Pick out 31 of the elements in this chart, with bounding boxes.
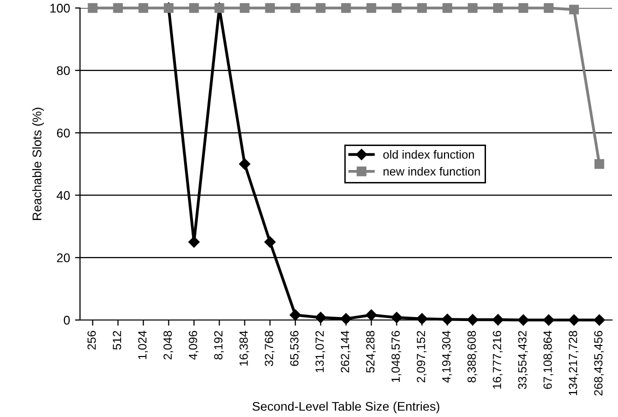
legend-label: new index function bbox=[384, 166, 480, 176]
x-tick-label: 8,192 bbox=[214, 331, 224, 360]
x-tick-label: 4,096 bbox=[188, 330, 199, 360]
y-tick-label: 80 bbox=[56, 66, 70, 76]
x-tick-label: 1,048,576 bbox=[391, 330, 402, 382]
x-tick-label: 131,072 bbox=[315, 331, 326, 372]
x-tick-label: 268,435,456 bbox=[594, 330, 604, 396]
y-tick-label: 100 bbox=[50, 4, 70, 13]
y-tick-label: 20 bbox=[57, 253, 70, 262]
y-tick-label: 40 bbox=[56, 191, 70, 200]
x-tick-label: 2,048 bbox=[163, 330, 174, 360]
x-tick-label: 524,288 bbox=[366, 330, 376, 373]
y-tick-label: 60 bbox=[57, 128, 70, 138]
x-tick-label: 16,384 bbox=[239, 330, 250, 366]
x-tick-label: 32,768 bbox=[264, 330, 275, 366]
x-tick-label: 4,194,304 bbox=[442, 330, 452, 383]
x-tick-label: 8,388,608 bbox=[467, 330, 478, 382]
x-tick-label: 67,108,864 bbox=[543, 330, 554, 389]
x-axis-title: Second-Level Table Size (Entries) bbox=[252, 402, 440, 414]
x-tick-label: 65,536 bbox=[290, 330, 300, 366]
x-tick-label: 2,097,152 bbox=[416, 331, 427, 382]
x-tick-label: 134,217,728 bbox=[568, 330, 579, 396]
x-tick-label: 1,024 bbox=[138, 330, 148, 360]
x-tick-label: 33,554,432 bbox=[518, 331, 528, 390]
legend-label: old index function bbox=[383, 150, 474, 159]
x-tick-label: 262,144 bbox=[340, 330, 351, 372]
x-tick-label: 512 bbox=[112, 331, 122, 350]
x-tick-label: 16,777,216 bbox=[492, 330, 503, 389]
x-tick-label: 256 bbox=[87, 330, 96, 350]
y-axis-title: Reachable Slots (%) bbox=[32, 108, 44, 220]
y-tick-label: 0 bbox=[64, 316, 70, 325]
